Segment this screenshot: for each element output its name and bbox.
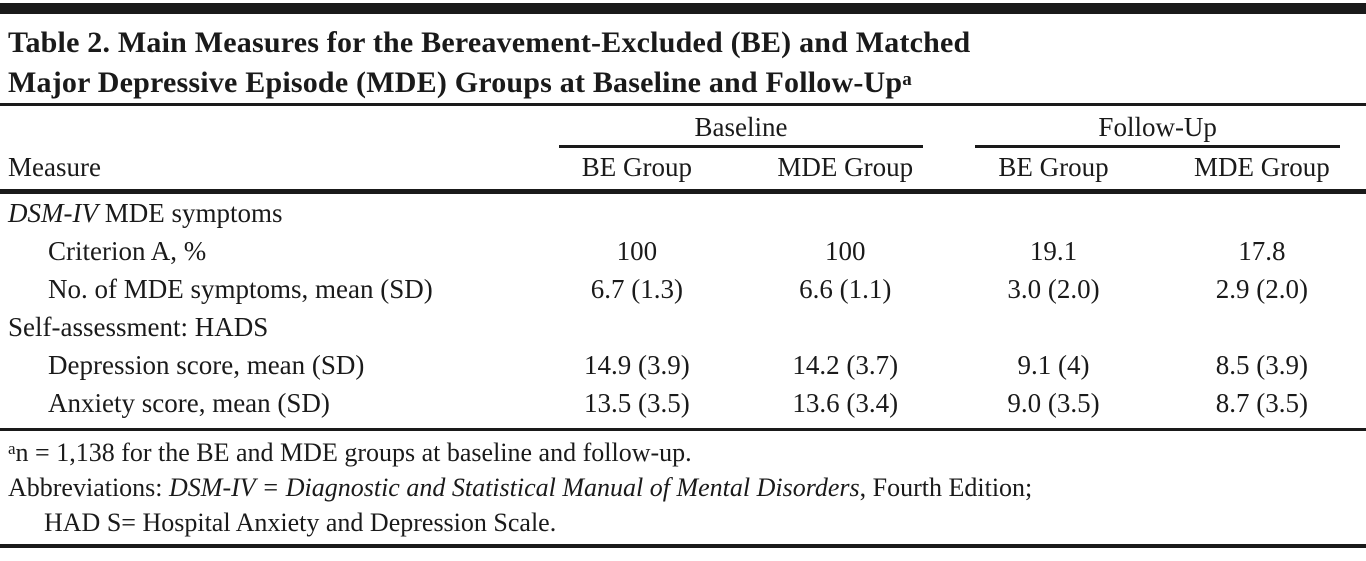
- followup-spanner: Follow-Up: [975, 112, 1340, 148]
- measure-cell: No. of MDE symptoms, mean (SD): [0, 270, 533, 308]
- measure-cell: Anxiety score, mean (SD): [0, 384, 533, 422]
- column-header-followup-mde: MDE Group: [1157, 148, 1366, 194]
- table-row-mde-symptoms: No. of MDE symptoms, mean (SD) 6.7 (1.3)…: [0, 270, 1366, 308]
- title-line-2: Major Depressive Episode (MDE) Groups at…: [8, 66, 903, 99]
- top-rule: [0, 3, 1366, 14]
- value-cell: [949, 192, 1157, 233]
- measures-table: Baseline Follow-Up Measure BE Group MDE …: [0, 106, 1366, 422]
- baseline-spanner: Baseline: [558, 112, 924, 148]
- value-cell: 100: [616, 236, 658, 266]
- value-cell: [741, 308, 949, 346]
- footnote-abbr-suffix: , Fourth Edition;: [859, 473, 1033, 502]
- value-cell: 17.8: [1238, 236, 1286, 266]
- value-cell: 14.9 (3.9): [584, 350, 690, 380]
- table-row-depression-score: Depression score, mean (SD) 14.9 (3.9) 1…: [0, 346, 1366, 384]
- value-cell: 2.9 (2.0): [1215, 274, 1308, 304]
- bottom-rule: [0, 544, 1366, 548]
- title-line-1: Table 2. Main Measures for the Bereaveme…: [8, 26, 971, 59]
- table-row-dsm-section: DSM-IV MDE symptoms: [0, 192, 1366, 233]
- value-cell: [949, 308, 1157, 346]
- footnote-abbr-italic: DSM-IV = Diagnostic and Statistical Manu…: [169, 473, 860, 502]
- value-cell: [741, 192, 949, 233]
- value-cell: [1158, 308, 1366, 346]
- value-cell: [533, 308, 741, 346]
- column-header-baseline-be: BE Group: [532, 148, 742, 194]
- table-title: Table 2. Main Measures for the Bereaveme…: [0, 14, 1366, 103]
- spanner-header-row: Baseline Follow-Up: [0, 106, 1366, 148]
- footnote-abbreviations-continued: HAD S= Hospital Anxiety and Depression S…: [44, 508, 557, 537]
- value-cell: 6.6 (1.1): [799, 274, 892, 304]
- value-cell: 19.1: [1029, 236, 1078, 266]
- footnotes: an = 1,138 for the BE and MDE groups at …: [0, 431, 1366, 540]
- paper-table-figure: Table 2. Main Measures for the Bereaveme…: [0, 3, 1366, 548]
- value-cell: [533, 192, 741, 233]
- table-row-hads-section: Self-assessment: HADS: [0, 308, 1366, 346]
- title-divider-rule: [0, 103, 1366, 106]
- measure-cell: DSM-IV MDE symptoms: [0, 192, 533, 233]
- footnote-marker: a: [8, 439, 16, 458]
- table-row-criterion-a: Criterion A, % 100 100 19.1 17.8: [0, 232, 1366, 270]
- measure-label: Criterion A, %: [48, 236, 207, 266]
- measure-cell: Depression score, mean (SD): [0, 346, 533, 384]
- value-cell: 100: [824, 236, 866, 266]
- column-header-baseline-mde: MDE Group: [741, 148, 950, 194]
- measure-label: No. of MDE symptoms, mean (SD): [48, 274, 433, 304]
- measure-cell: Self-assessment: HADS: [0, 308, 533, 346]
- measure-label: Anxiety score, mean (SD): [48, 388, 330, 418]
- title-footnote-marker: a: [902, 69, 912, 90]
- table-row-anxiety-score: Anxiety score, mean (SD) 13.5 (3.5) 13.6…: [0, 384, 1366, 422]
- footnote-n-text: n = 1,138 for the BE and MDE groups at b…: [15, 438, 692, 467]
- value-cell: 13.5 (3.5): [584, 388, 690, 418]
- spanner-empty-cell: [0, 106, 533, 148]
- value-cell: 9.1 (4): [1017, 350, 1090, 380]
- measure-label: MDE symptoms: [97, 198, 283, 228]
- column-header-row: Measure BE Group MDE Group BE Group MDE …: [0, 148, 1366, 194]
- baseline-spanner-cell: Baseline: [533, 106, 950, 148]
- column-header-followup-be: BE Group: [949, 148, 1158, 194]
- value-cell: 13.6 (3.4): [792, 388, 899, 418]
- value-cell: 6.7 (1.3): [590, 274, 683, 304]
- value-cell: 8.5 (3.9): [1215, 350, 1308, 380]
- value-cell: [1158, 192, 1366, 233]
- footnote-n: an = 1,138 for the BE and MDE groups at …: [8, 435, 1356, 470]
- followup-spanner-cell: Follow-Up: [949, 106, 1366, 148]
- measure-label: Depression score, mean (SD): [48, 350, 365, 380]
- footnote-divider-rule: [0, 428, 1366, 431]
- footnote-abbr-prefix: Abbreviations:: [8, 473, 170, 502]
- measure-label: Self-assessment: HADS: [8, 312, 269, 342]
- value-cell: 9.0 (3.5): [1007, 388, 1100, 418]
- measure-cell: Criterion A, %: [0, 232, 533, 270]
- column-header-measure: Measure: [0, 148, 533, 194]
- value-cell: 3.0 (2.0): [1007, 274, 1100, 304]
- footnote-abbreviations: Abbreviations: DSM-IV = Diagnostic and S…: [8, 470, 1356, 505]
- value-cell: 14.2 (3.7): [792, 350, 899, 380]
- value-cell: 8.7 (3.5): [1215, 388, 1308, 418]
- measure-label-italic: DSM-IV: [8, 198, 98, 228]
